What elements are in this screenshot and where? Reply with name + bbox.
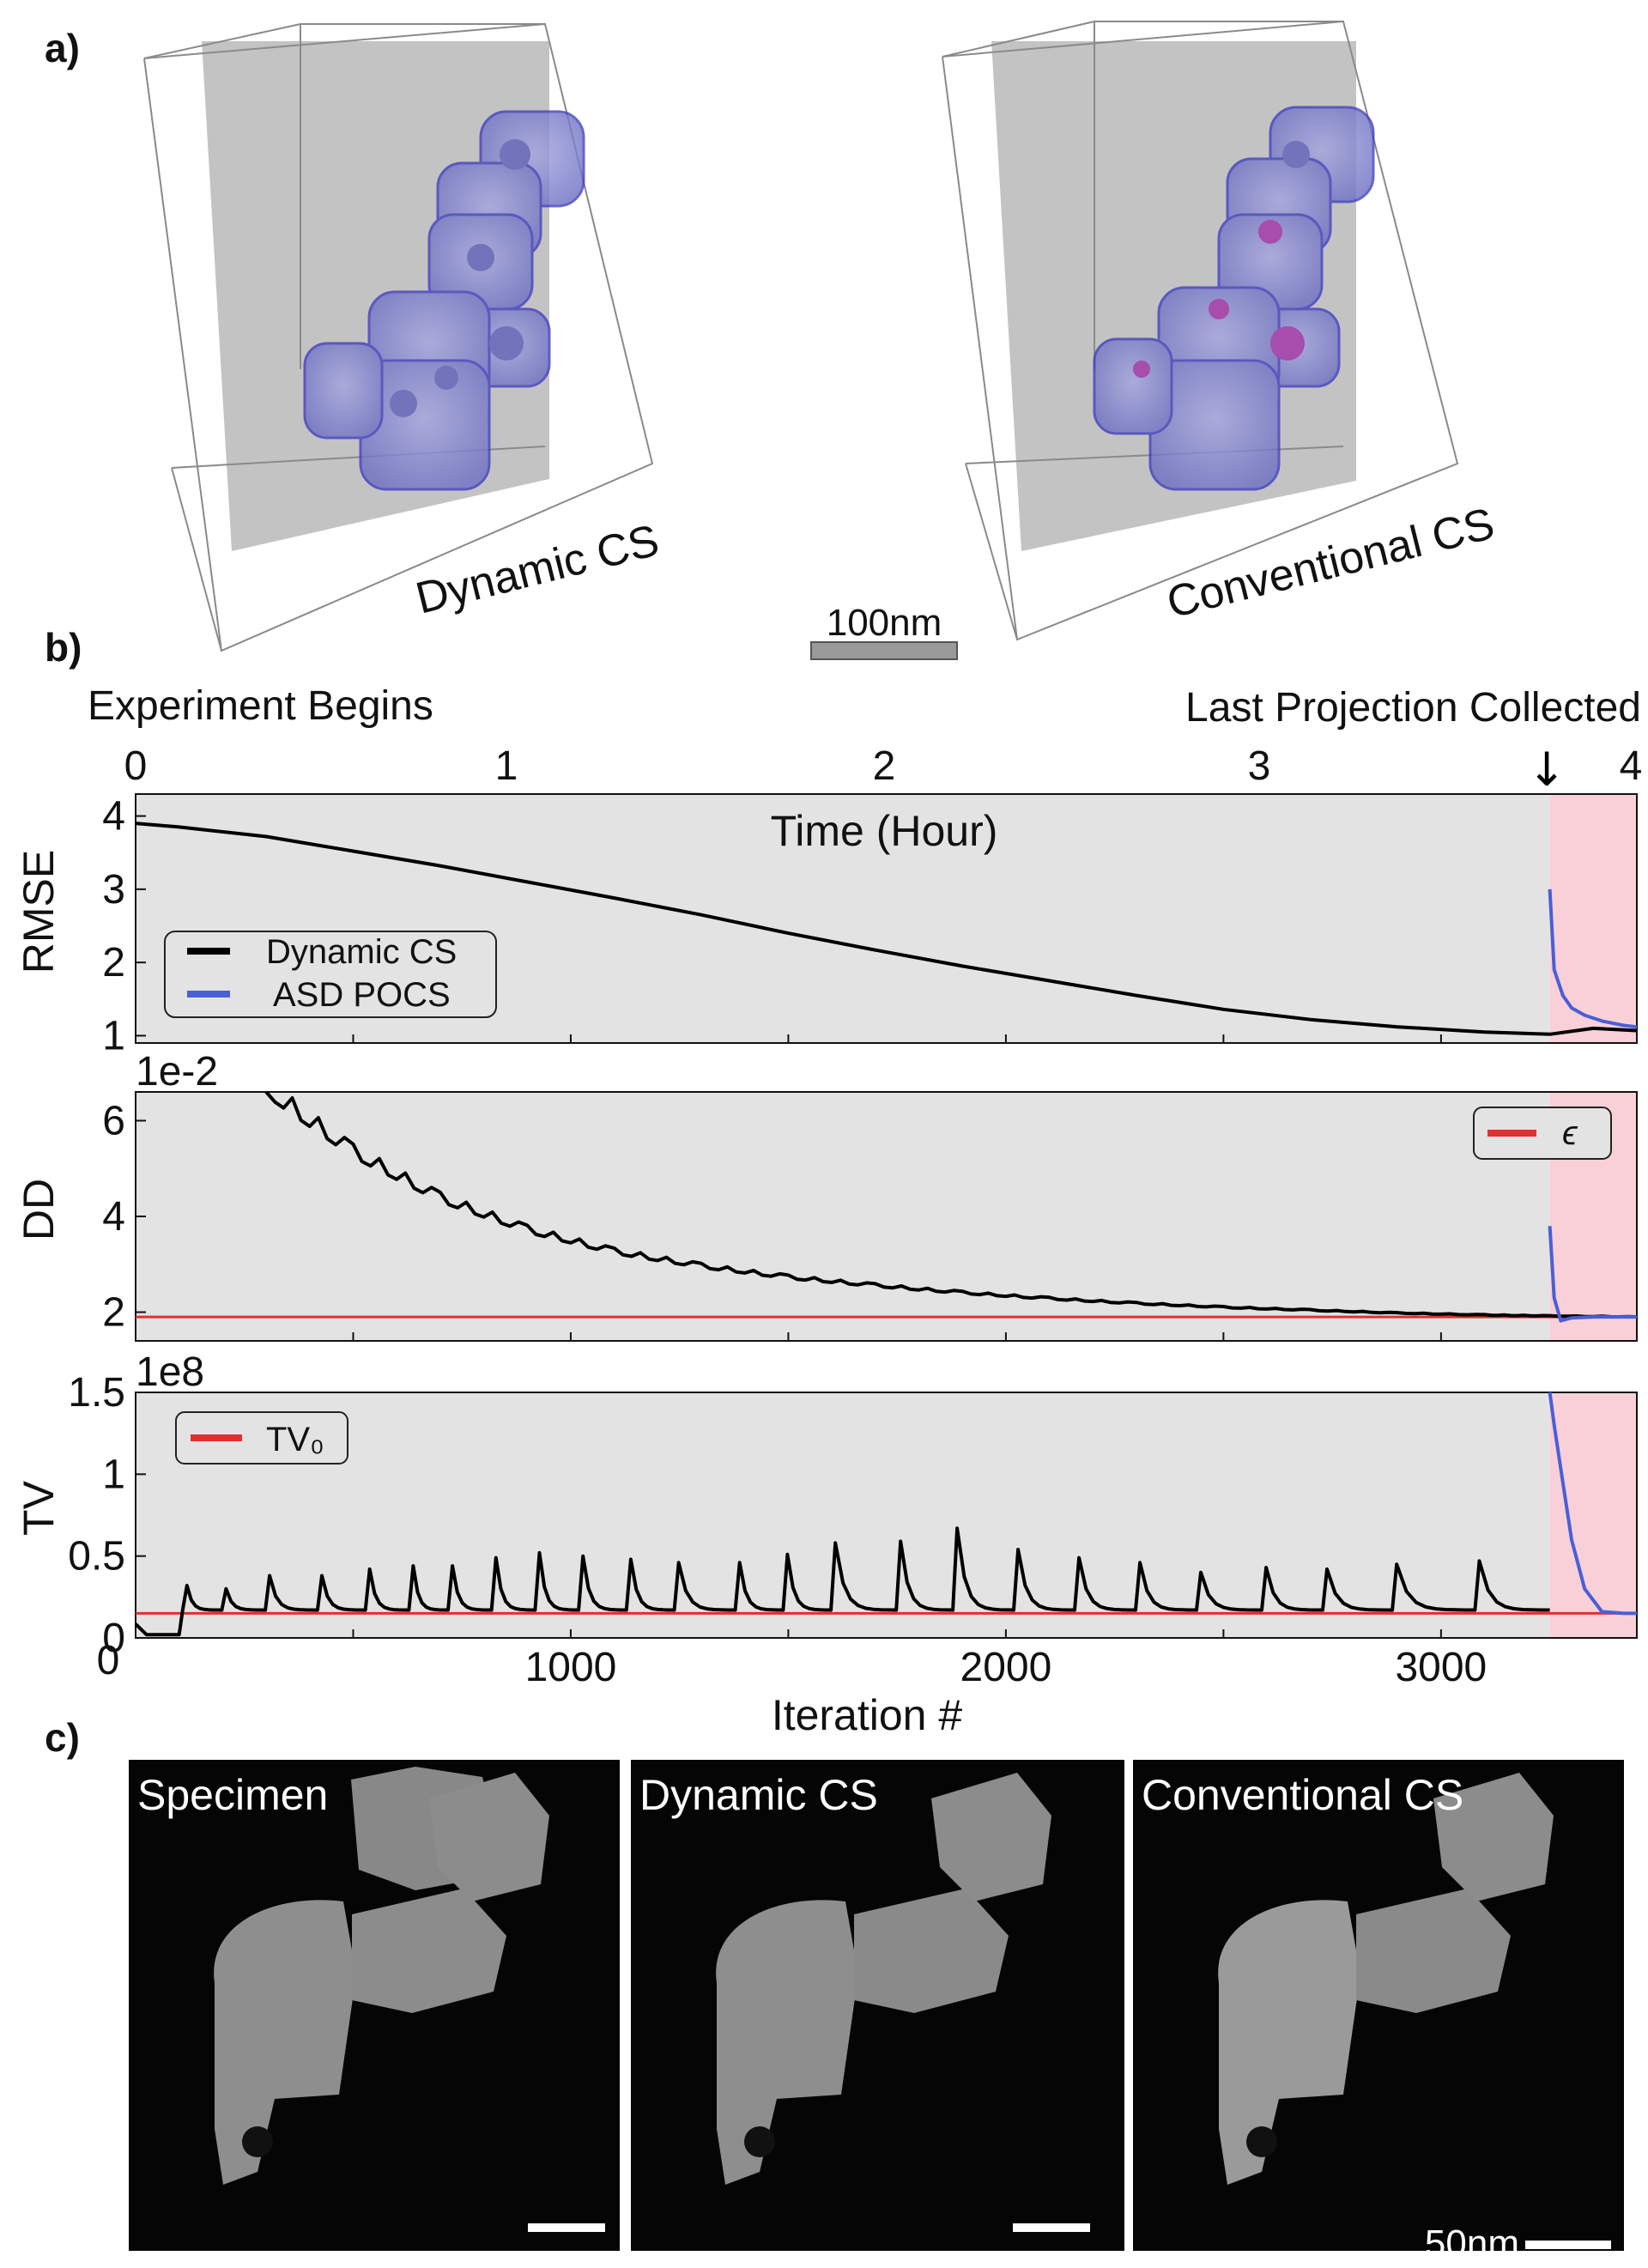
x-tick-label: 1000: [525, 1645, 617, 1690]
y-tick-label: 2: [102, 1290, 125, 1336]
slice-dynamic: Dynamic CS: [631, 1760, 1124, 2251]
panel-c-label: c): [45, 1715, 80, 1760]
dynamic-cs-line: [264, 1090, 1638, 1319]
asd-pocs-line: [1548, 1226, 1637, 1323]
x-axis-label: Iteration #: [772, 1691, 963, 1739]
plot-background: [136, 1392, 1550, 1638]
y-exponent: 1e-2: [136, 1049, 218, 1095]
dd-legend: ϵ: [1473, 1107, 1612, 1160]
plot-frame: [135, 1392, 1638, 1639]
legend-asd-pocs: ASD POCS: [273, 976, 451, 1014]
legend-tv0: TV₀: [266, 1421, 324, 1458]
y-tick-label: 6: [102, 1098, 125, 1143]
panel-b-label: b): [45, 625, 82, 670]
scale-bar-100nm-label: 100nm: [827, 602, 942, 644]
slice-title: Conventional CS: [1142, 1771, 1463, 1819]
time-axis-label: Time (Hour): [771, 807, 998, 855]
legend-dynamic-cs: Dynamic CS: [266, 933, 457, 971]
y-tick-label: 4: [102, 794, 125, 840]
time-tick: 1: [495, 743, 518, 789]
scale-bar-50nm-label: 50nm: [1425, 2223, 1519, 2265]
tv-legend: TV₀: [175, 1411, 348, 1464]
asd-pocs-line: [1548, 888, 1638, 1029]
y-exponent: 1e8: [136, 1349, 204, 1395]
plot-background: [136, 1092, 1550, 1341]
slice-conventional: 50nm Conventional CS: [1133, 1760, 1624, 2265]
y-tick-label: 0: [102, 1616, 125, 1661]
volume-render-dynamic: [143, 22, 654, 652]
time-tick: 0: [124, 743, 148, 789]
experiment-begins: Experiment Begins: [88, 683, 433, 729]
x-zero-tick: 0: [97, 1638, 120, 1683]
last-projection-collected: Last Projection Collected: [1185, 685, 1641, 731]
asd-pocs-line: [1548, 1392, 1637, 1616]
y-tick-label: 4: [102, 1194, 125, 1240]
y-axis-label: DD: [15, 1179, 63, 1240]
x-tick-label: 3000: [1395, 1645, 1487, 1690]
scale-bar-dynamic: [1013, 2223, 1090, 2232]
y-axis-label: RMSE: [15, 850, 63, 973]
volume-render-conventional: [942, 20, 1459, 641]
y-tick-label: 2: [102, 940, 125, 985]
label-conventional-cs: Conventional CS: [1162, 499, 1500, 628]
scale-bar-conventional: [1525, 2241, 1611, 2249]
y-tick-label: 3: [102, 867, 125, 913]
time-tick: 2: [873, 743, 896, 789]
time-tick: 4: [1620, 743, 1643, 789]
y-tick-label: 1: [102, 1452, 125, 1497]
scale-bar-100nm: [810, 641, 958, 660]
particle-blobs: [303, 110, 585, 491]
slice-title: Specimen: [137, 1771, 328, 1819]
time-tick: 3: [1248, 743, 1271, 789]
x-tick-label: 2000: [960, 1645, 1052, 1690]
dynamic-cs-line: [134, 1526, 1551, 1637]
y-tick-label: 1: [102, 1013, 125, 1058]
post-collection-region: [1549, 1392, 1637, 1638]
down-arrow-icon: ↓: [1527, 743, 1566, 797]
particle-blobs-conventional: [1093, 106, 1375, 491]
dynamic-cs-line: [135, 822, 1638, 1036]
post-collection-region: [1549, 794, 1637, 1043]
time-axis: 0 1 2 3 4 ↓: [124, 743, 1643, 797]
tv-chart: 0 0.5 1 1.5 TV 1e8 1000 2000 3000: [15, 1349, 1638, 1690]
panel-a-label: a): [45, 26, 80, 70]
label-dynamic-cs: Dynamic CS: [411, 515, 663, 623]
y-tick-label: 0.5: [68, 1534, 125, 1580]
y-tick-label: 1.5: [68, 1370, 125, 1416]
legend-epsilon: ϵ: [1562, 1114, 1578, 1152]
plot-frame: [135, 793, 1638, 1044]
dd-chart: 2 4 6 DD 1e-2: [15, 1049, 1638, 1342]
y-axis-label: TV: [15, 1480, 63, 1536]
slice-title: Dynamic CS: [639, 1771, 878, 1819]
rmse-legend: Dynamic CS ASD POCS: [164, 931, 497, 1018]
slice-specimen: Specimen: [129, 1760, 620, 2251]
scale-bar-specimen: [528, 2223, 605, 2232]
